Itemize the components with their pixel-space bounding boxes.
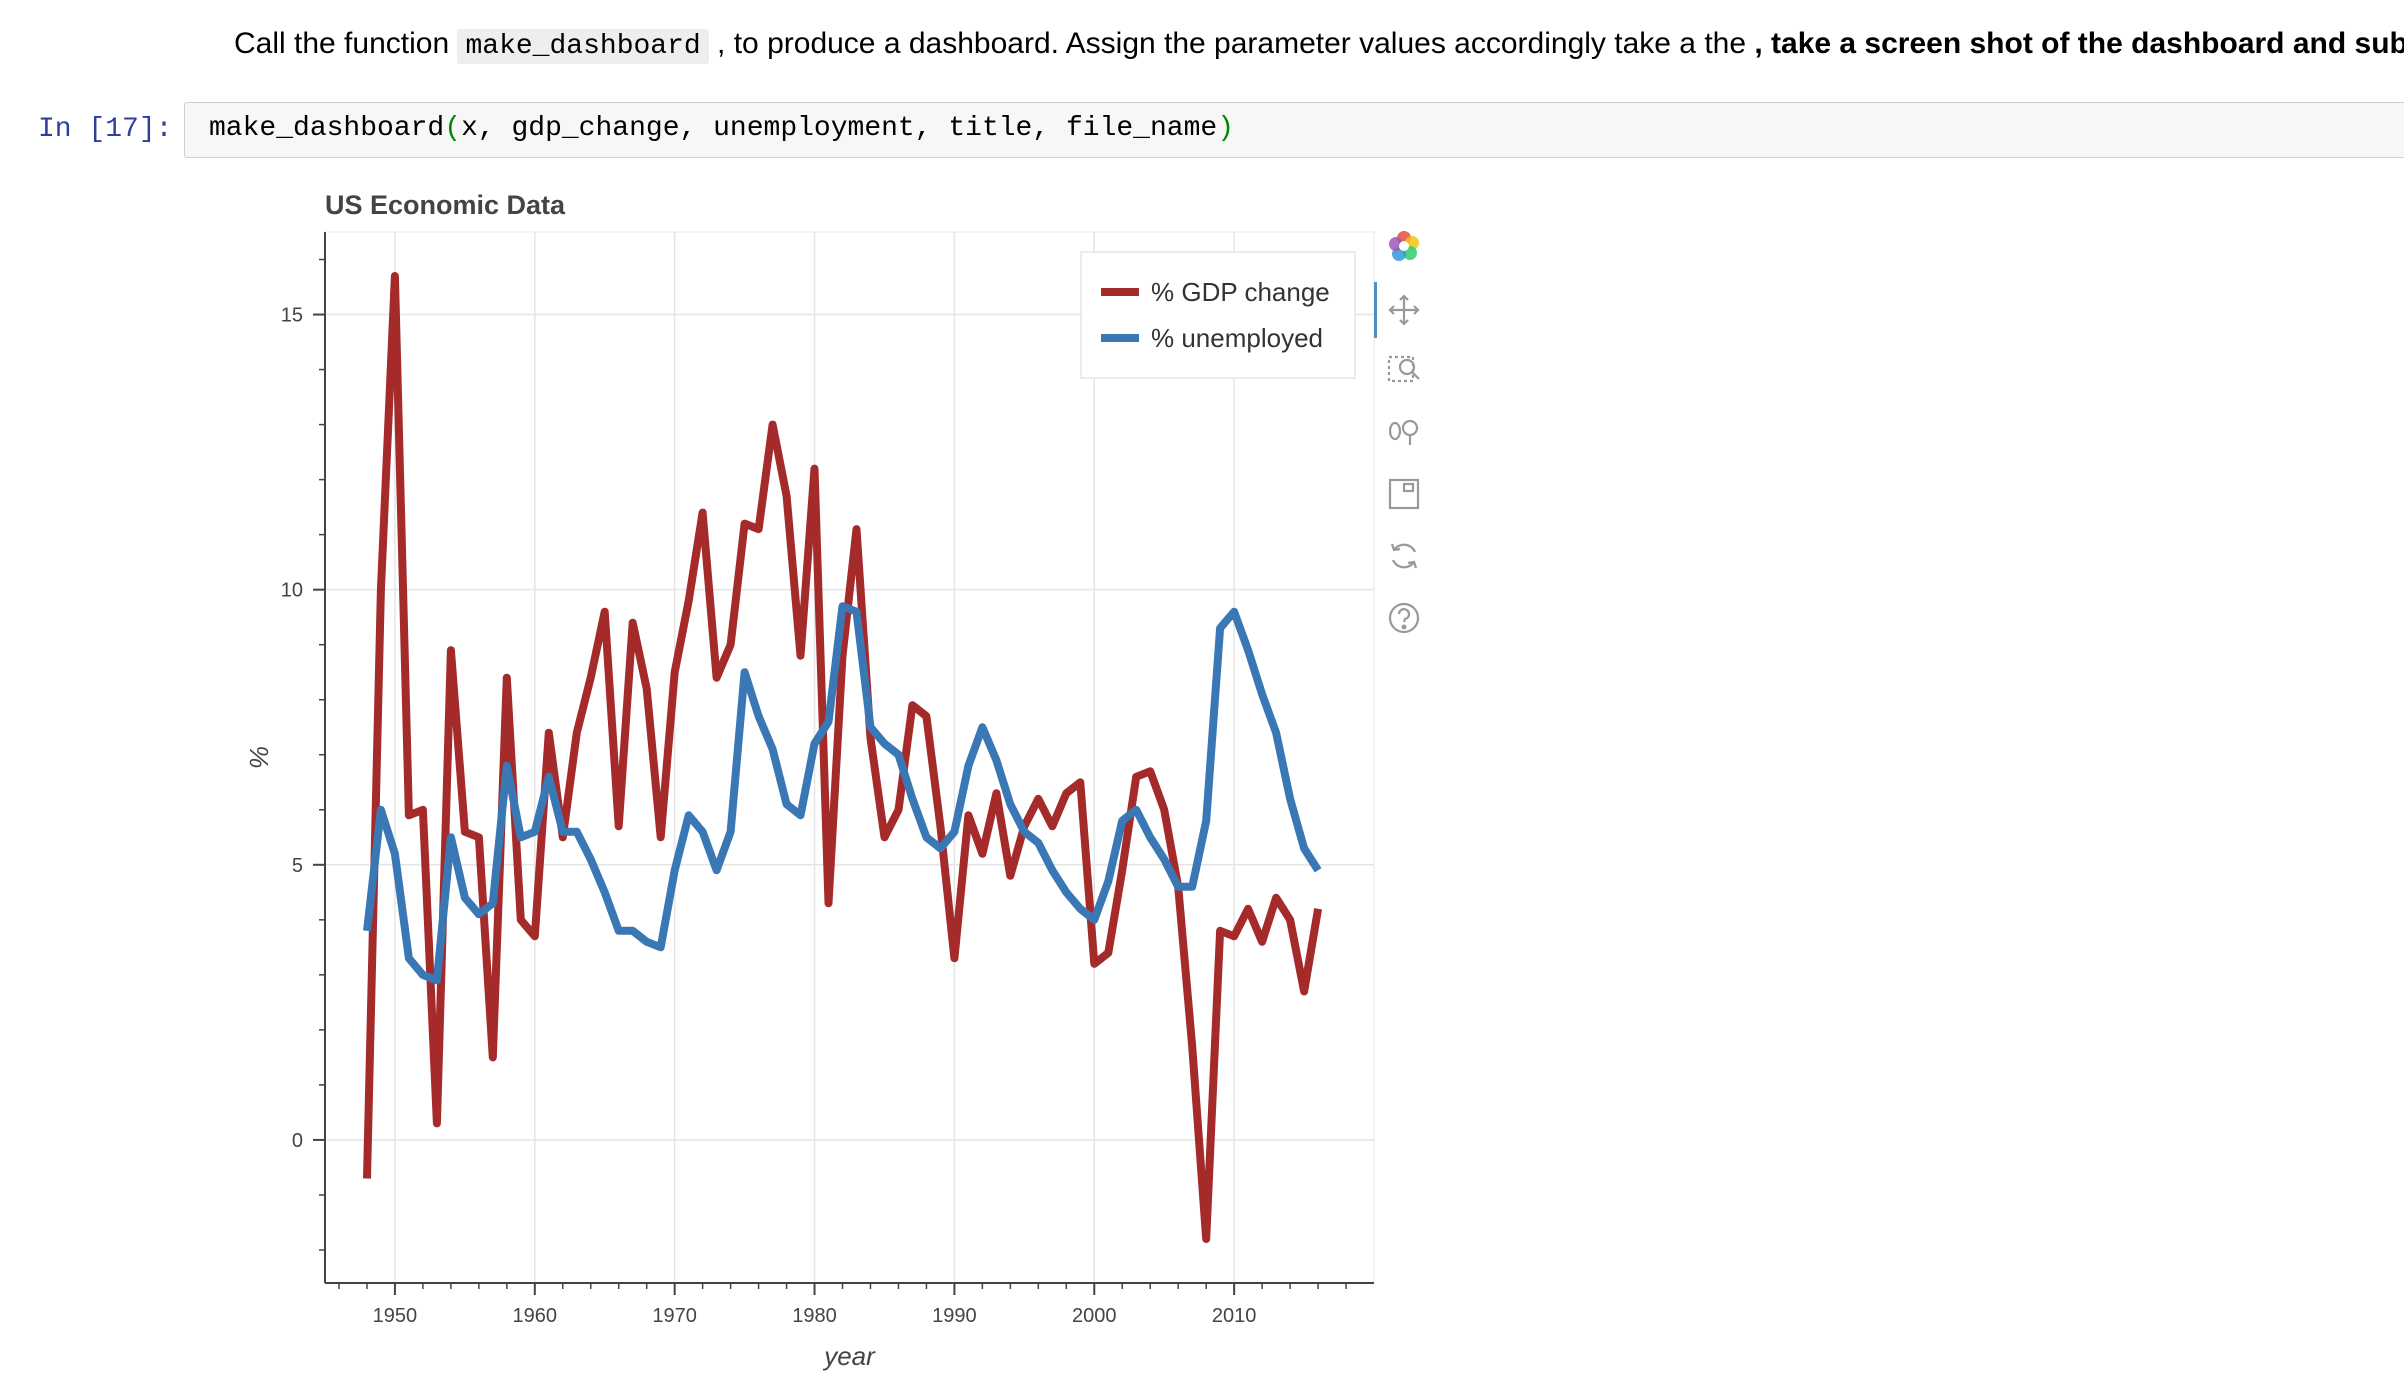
legend-label: % GDP change — [1151, 277, 1330, 307]
y-tick-label: 0 — [292, 1130, 303, 1152]
help-icon[interactable] — [1386, 600, 1422, 636]
instruction-middle: , to produce a dashboard. Assign the par… — [708, 27, 1755, 60]
code-close-paren: ) — [1217, 113, 1234, 144]
code-func: make_dashboard — [209, 113, 445, 144]
instruction-prefix: Call the function — [234, 27, 458, 60]
x-tick-label: 1950 — [373, 1305, 418, 1327]
active-tool-indicator — [1374, 282, 1377, 338]
save-icon[interactable] — [1386, 476, 1422, 512]
code-args: x, gdp_change, unemployment, title, file… — [461, 113, 1218, 144]
plot-toolbar — [1374, 226, 1434, 646]
y-tick-label: 5 — [292, 855, 303, 877]
function-name-code: make_dashboard — [457, 29, 709, 64]
chart-title: US Economic Data — [325, 190, 566, 220]
x-tick-label: 1970 — [652, 1305, 697, 1327]
x-axis-label: year — [822, 1341, 876, 1371]
y-tick-label: 15 — [281, 305, 303, 327]
x-tick-label: 2010 — [1212, 1305, 1257, 1327]
x-tick-label: 1960 — [513, 1305, 558, 1327]
x-tick-label: 2000 — [1072, 1305, 1117, 1327]
instruction-text: Call the function make_dashboard , to pr… — [234, 22, 2404, 69]
x-tick-label: 1990 — [932, 1305, 977, 1327]
reset-icon[interactable] — [1386, 538, 1422, 574]
gdp-change-line — [363, 272, 1323, 1243]
instruction-bold: , take a screen shot of the dashboard an… — [1754, 27, 2404, 60]
pan-icon[interactable] — [1386, 292, 1422, 328]
code-open-paren: ( — [444, 113, 462, 144]
wheel-zoom-icon[interactable] — [1386, 414, 1422, 450]
box-zoom-icon[interactable] — [1386, 352, 1422, 388]
code-line: make_dashboard(x, gdp_change, unemployme… — [209, 113, 1234, 144]
legend-box — [1080, 251, 1356, 379]
y-axis-label: % — [244, 746, 274, 769]
legend-label: % unemployed — [1151, 323, 1323, 353]
plot-frame — [324, 231, 1375, 1284]
y-tick-label: 10 — [281, 580, 303, 602]
unemployment-line — [363, 602, 1322, 985]
cell-prompt: In [17]: — [38, 114, 173, 145]
bokeh-logo-icon[interactable] — [1386, 228, 1422, 264]
code-cell-input[interactable]: make_dashboard(x, gdp_change, unemployme… — [184, 102, 2404, 158]
x-tick-label: 1980 — [792, 1305, 837, 1327]
